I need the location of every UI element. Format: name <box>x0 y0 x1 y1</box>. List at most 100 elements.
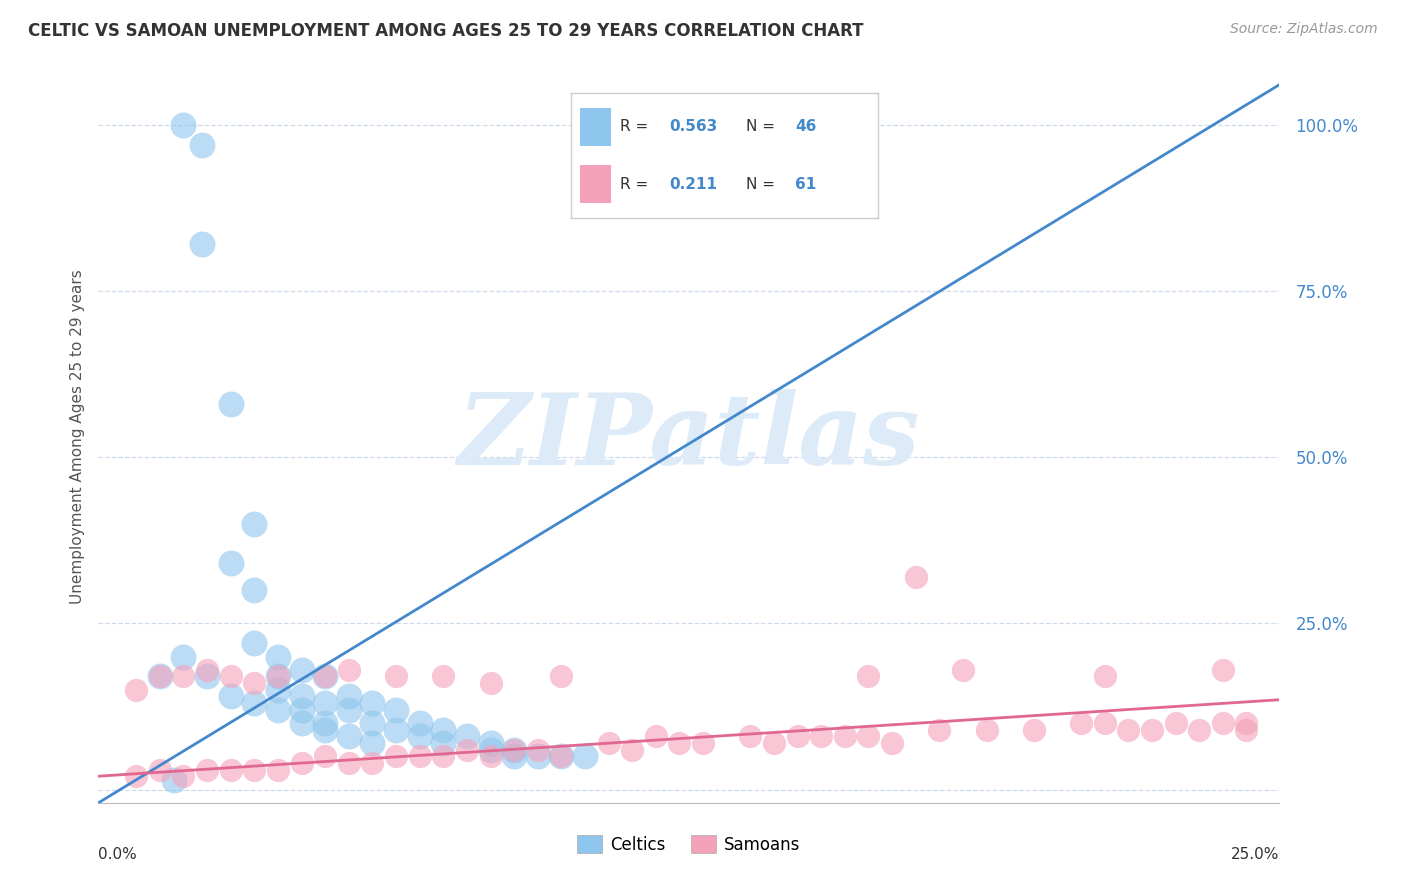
Point <box>456 742 478 756</box>
Point <box>361 696 384 710</box>
Point <box>479 742 502 756</box>
Point <box>762 736 785 750</box>
Point <box>195 663 218 677</box>
Point <box>1022 723 1045 737</box>
Point <box>243 676 266 690</box>
Point <box>1234 723 1257 737</box>
Point <box>1094 716 1116 731</box>
Point <box>503 749 526 764</box>
Point <box>1212 716 1234 731</box>
Point <box>267 703 290 717</box>
Point <box>172 669 194 683</box>
Point <box>243 696 266 710</box>
Point <box>361 716 384 731</box>
Point <box>314 696 336 710</box>
Point <box>385 723 408 737</box>
Point <box>834 729 856 743</box>
Point <box>125 769 148 783</box>
Point <box>361 756 384 770</box>
Point <box>149 669 172 683</box>
Point <box>432 736 454 750</box>
Point <box>149 763 172 777</box>
Point <box>810 729 832 743</box>
Point <box>243 763 266 777</box>
Point <box>952 663 974 677</box>
Point <box>243 516 266 531</box>
Point <box>880 736 903 750</box>
Point <box>191 137 214 152</box>
Text: ZIPatlas: ZIPatlas <box>458 389 920 485</box>
Point <box>1140 723 1163 737</box>
Point <box>408 749 430 764</box>
Point <box>219 690 242 704</box>
Point <box>219 557 242 571</box>
Point <box>385 749 408 764</box>
Point <box>503 742 526 756</box>
Point <box>337 690 360 704</box>
Point <box>621 742 644 756</box>
Point <box>1070 716 1092 731</box>
Point <box>125 682 148 697</box>
Point <box>172 118 194 132</box>
Point <box>644 729 666 743</box>
Point <box>149 669 172 683</box>
Point <box>692 736 714 750</box>
Point <box>574 749 596 764</box>
Point <box>1212 663 1234 677</box>
Point <box>267 669 290 683</box>
Point <box>267 763 290 777</box>
Point <box>219 397 242 411</box>
Point <box>928 723 950 737</box>
Point <box>526 749 548 764</box>
Point <box>314 669 336 683</box>
Text: CELTIC VS SAMOAN UNEMPLOYMENT AMONG AGES 25 TO 29 YEARS CORRELATION CHART: CELTIC VS SAMOAN UNEMPLOYMENT AMONG AGES… <box>28 22 863 40</box>
Point <box>432 749 454 764</box>
Point <box>1116 723 1139 737</box>
Point <box>976 723 998 737</box>
Point <box>550 749 572 764</box>
Point <box>1094 669 1116 683</box>
Point <box>385 669 408 683</box>
Legend: Celtics, Samoans: Celtics, Samoans <box>571 829 807 860</box>
Point <box>243 582 266 597</box>
Point <box>361 736 384 750</box>
Point <box>172 769 194 783</box>
Point <box>314 723 336 737</box>
Point <box>526 742 548 756</box>
Point <box>479 676 502 690</box>
Point <box>337 703 360 717</box>
Text: 0.0%: 0.0% <box>98 847 138 862</box>
Point <box>1234 716 1257 731</box>
Point <box>858 669 880 683</box>
Point <box>219 763 242 777</box>
Point <box>191 237 214 252</box>
Point <box>195 763 218 777</box>
Point <box>1164 716 1187 731</box>
Point <box>219 669 242 683</box>
Text: 25.0%: 25.0% <box>1232 847 1279 862</box>
Point <box>1188 723 1211 737</box>
Point <box>267 649 290 664</box>
Point <box>432 723 454 737</box>
Point <box>550 669 572 683</box>
Point <box>598 736 620 750</box>
Point <box>432 669 454 683</box>
Point <box>337 729 360 743</box>
Point <box>550 749 572 764</box>
Point <box>337 663 360 677</box>
Point <box>290 716 312 731</box>
Point <box>314 749 336 764</box>
Point <box>267 669 290 683</box>
Point <box>290 690 312 704</box>
Point <box>456 729 478 743</box>
Point <box>314 669 336 683</box>
Point <box>290 663 312 677</box>
Point <box>904 570 927 584</box>
Point <box>479 736 502 750</box>
Point <box>740 729 762 743</box>
Point <box>503 742 526 756</box>
Y-axis label: Unemployment Among Ages 25 to 29 years: Unemployment Among Ages 25 to 29 years <box>69 269 84 605</box>
Point <box>267 682 290 697</box>
Point <box>668 736 690 750</box>
Point <box>385 703 408 717</box>
